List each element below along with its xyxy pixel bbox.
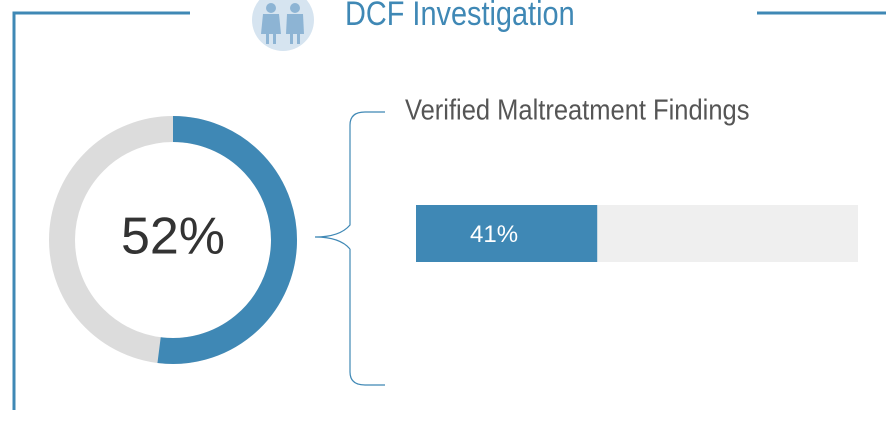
frame [12, 11, 886, 410]
bar-label: 41% [470, 221, 518, 248]
icon-circle [252, 0, 314, 51]
icon-figures [261, 3, 304, 44]
frame-left [12, 11, 190, 410]
bar [416, 205, 598, 262]
children-icon [252, 0, 314, 51]
donut-arc [157, 116, 297, 364]
donut-label: 52% [121, 208, 225, 266]
bracket [314, 111, 385, 386]
bar-title: Verified Maltreatment Findings [405, 93, 749, 126]
page-title: DCF Investigation [345, 0, 575, 33]
